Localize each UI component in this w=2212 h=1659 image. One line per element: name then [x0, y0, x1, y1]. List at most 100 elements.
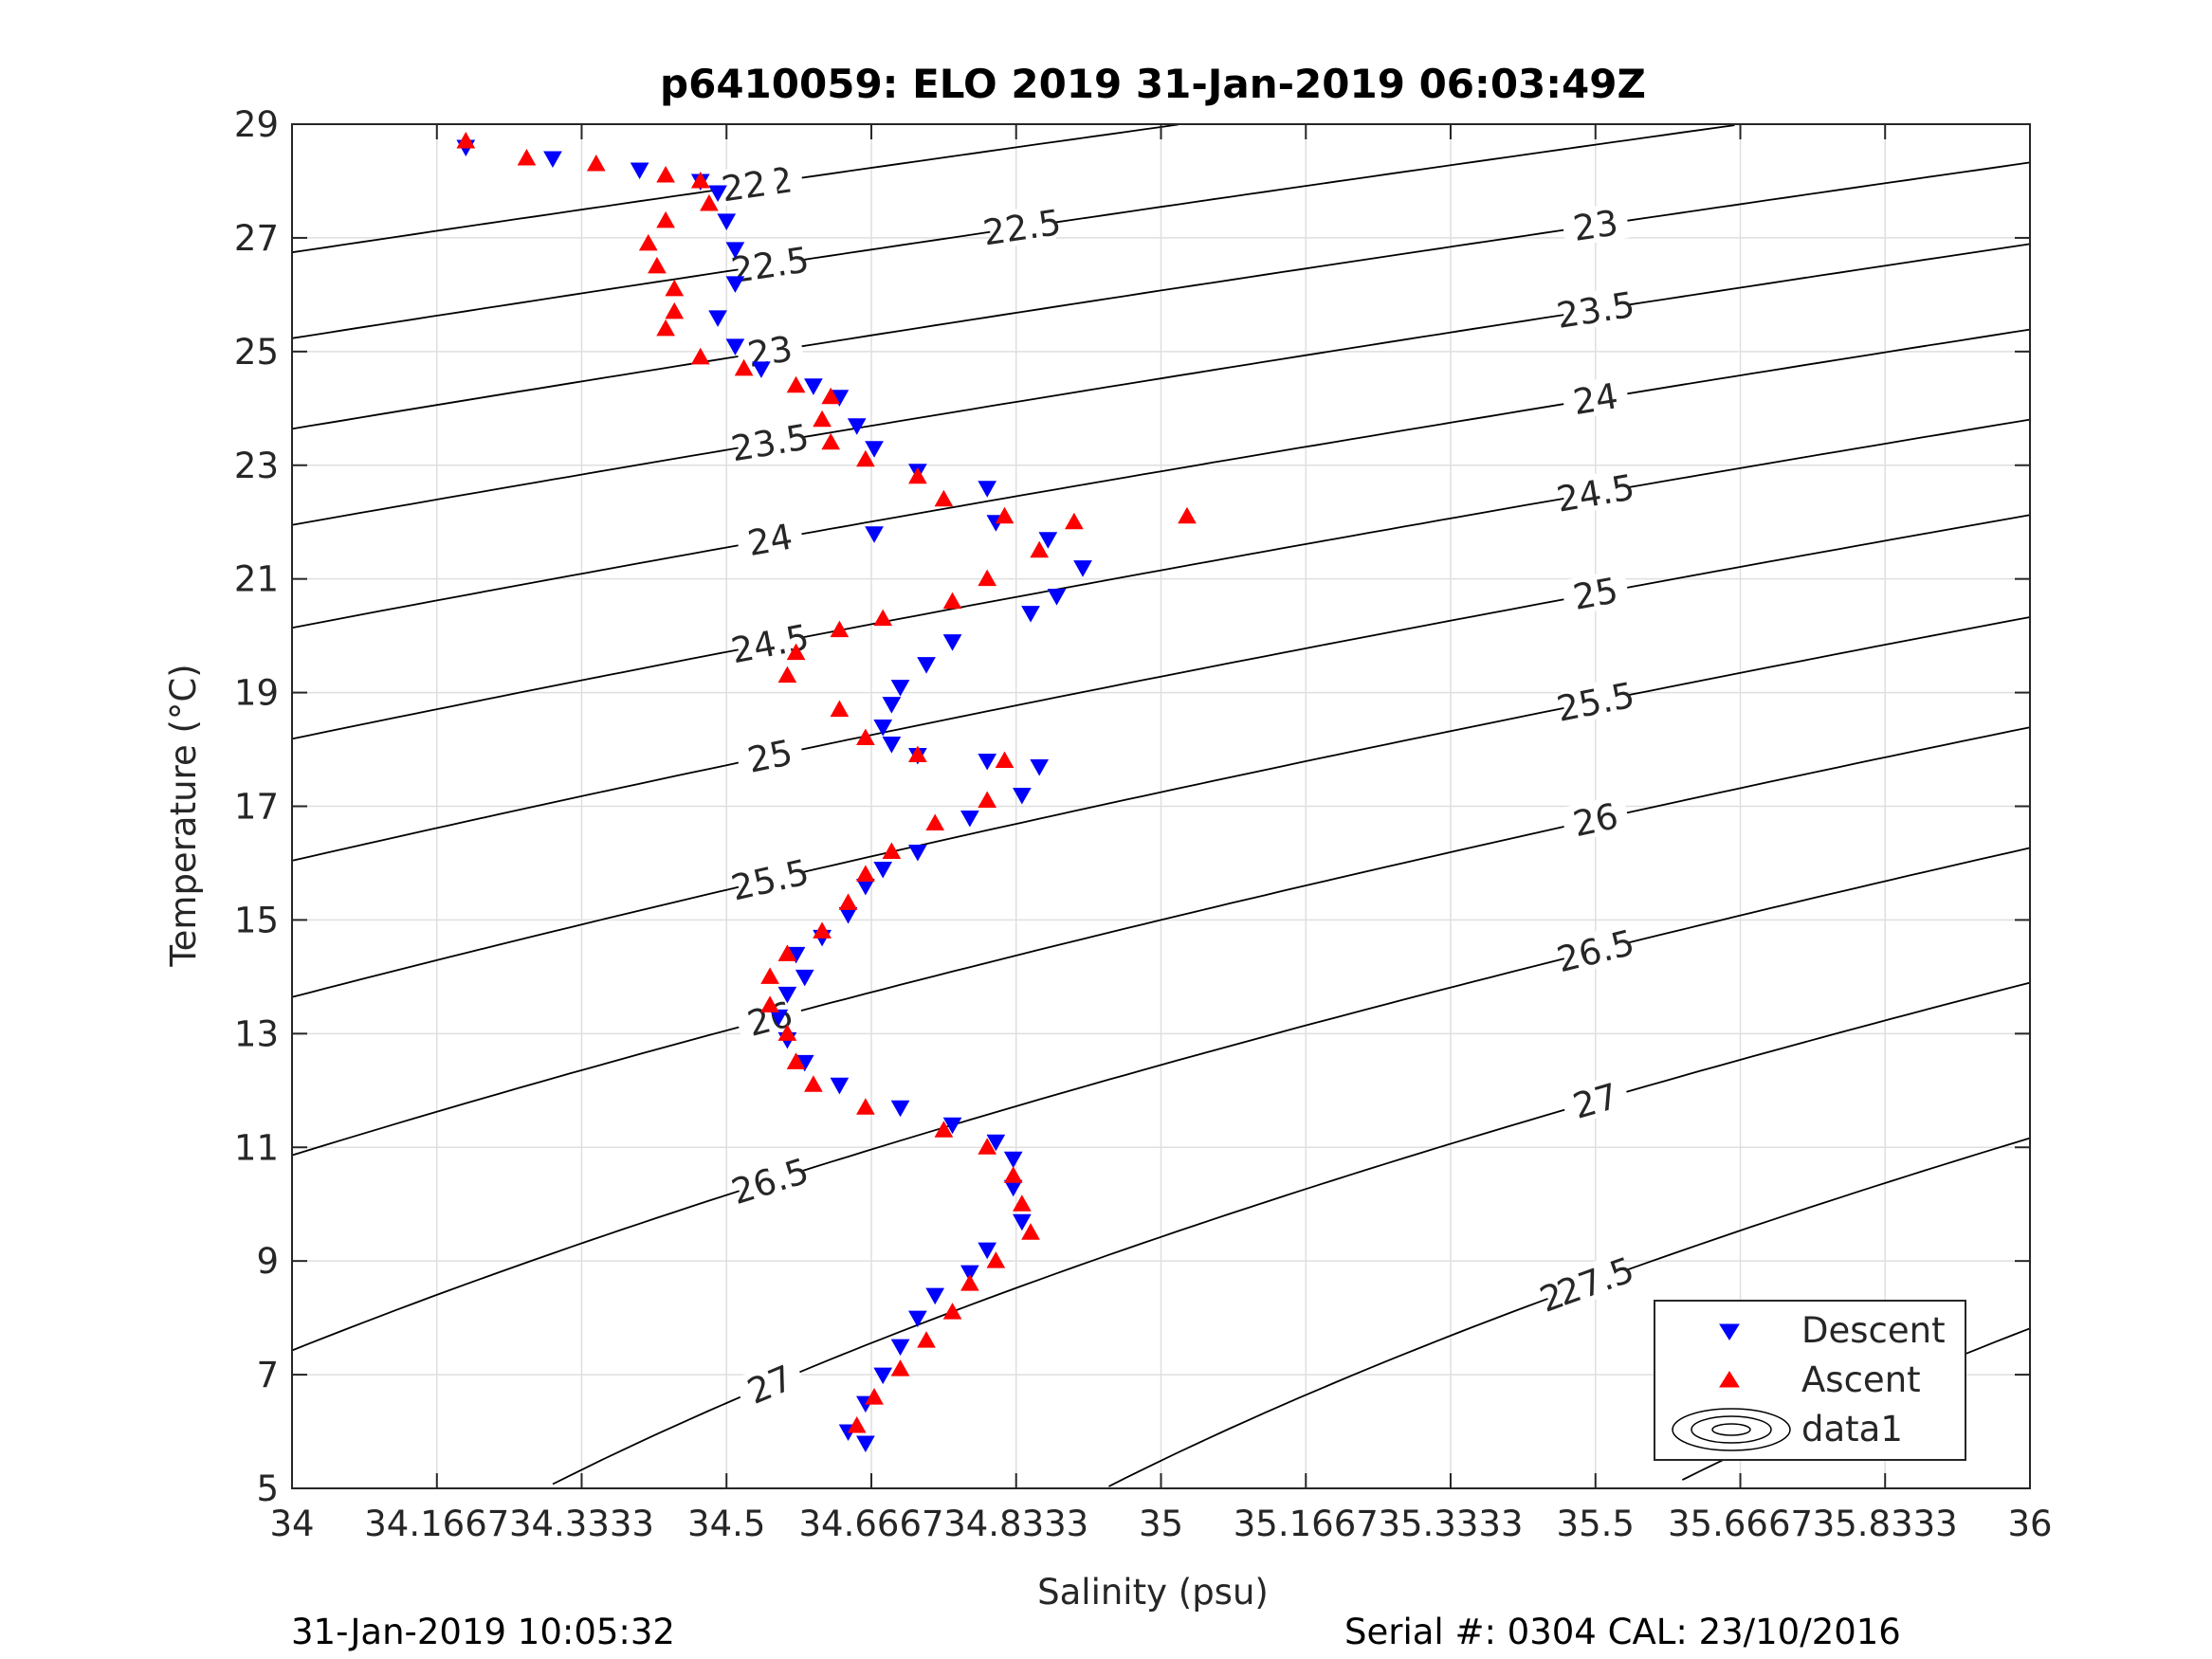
descent-point: [795, 969, 814, 987]
ascent-point: [777, 665, 797, 684]
contour-label: 24: [735, 515, 805, 564]
ascent-point: [813, 921, 832, 939]
ascent-point: [847, 1416, 867, 1433]
x-axis-label: Salinity (psu): [1037, 1572, 1269, 1613]
legend-descent-marker: [1719, 1323, 1740, 1340]
contour-label-text: 22: [719, 163, 769, 210]
density-contour-line: [291, 616, 2031, 998]
ascent-point: [665, 279, 685, 297]
ascent-point: [648, 256, 667, 274]
density-contour-line: [291, 161, 2031, 430]
ascent-point: [760, 967, 779, 984]
descent-point: [708, 310, 727, 327]
contour-label: 26: [1560, 793, 1631, 845]
contour-label-bg: [1560, 468, 1631, 516]
contour-label-text: 23: [1570, 202, 1620, 248]
descent-point: [942, 634, 962, 651]
x-tick-label: 34: [269, 1504, 314, 1544]
legend-descent-label: Descent: [1801, 1310, 1946, 1351]
ascent-point: [804, 1075, 823, 1092]
contour-label-bg: [1559, 924, 1632, 975]
contour-label-text: 24: [1570, 375, 1620, 423]
x-tick-label: 34.6667: [799, 1504, 944, 1544]
ascent-point: [942, 592, 962, 610]
contour-label-bg: [735, 241, 805, 287]
descent-point: [717, 213, 737, 230]
descent-point: [1038, 532, 1058, 549]
descent-point: [752, 361, 771, 378]
contour-label-text: 25: [1570, 570, 1621, 618]
ascent-point: [873, 609, 893, 627]
descent-point: [873, 861, 893, 879]
y-tick-label: 17: [234, 787, 279, 828]
ascent-point: [856, 728, 875, 746]
contour-label-bg: [1560, 793, 1631, 844]
contour-label: 22: [709, 162, 778, 210]
descent-point: [978, 754, 997, 771]
ascent-point: [786, 375, 806, 393]
descent-point: [630, 162, 649, 179]
y-tick-label: 15: [234, 900, 279, 940]
ascent-point: [908, 745, 927, 763]
y-tick-label: 29: [234, 104, 279, 145]
contour-label: 23.5: [728, 416, 812, 469]
ascent-point: [995, 506, 1015, 524]
contour-label: 23: [1561, 201, 1631, 249]
ascent-point: [786, 643, 806, 661]
ascent-point: [1013, 1194, 1032, 1212]
ascent-point: [690, 347, 710, 365]
descent-point: [917, 657, 936, 674]
chart-title: p6410059: ELO 2019 31-Jan-2019 06:03:49Z: [660, 61, 1646, 107]
ascent-point: [865, 1388, 884, 1405]
contour-label-bg: [734, 730, 806, 780]
legend: Descent Ascent data1: [1654, 1300, 1966, 1461]
density-contour-line: [291, 328, 2031, 629]
footer-timestamp: 31-Jan-2019 10:05:32: [291, 1612, 675, 1652]
descent-point: [856, 1435, 875, 1453]
descent-point: [986, 1134, 1006, 1152]
contour-label: 24.5: [1554, 466, 1638, 520]
contour-label-text: 26: [1569, 795, 1621, 845]
ascent-point: [882, 842, 902, 859]
contour-label-bg: [1560, 676, 1631, 725]
x-tick-label: 35.3333: [1378, 1504, 1523, 1544]
legend-data1-label: data1: [1801, 1409, 1903, 1449]
ascent-point: [986, 1251, 1006, 1268]
descent-point: [882, 737, 902, 754]
descent-point: [830, 1077, 850, 1095]
ascent-point: [978, 1138, 997, 1155]
descent-point: [769, 1009, 789, 1027]
contour-label-bg: [735, 515, 805, 562]
ascent-point: [838, 893, 858, 910]
contour-label-bg: [1561, 201, 1631, 247]
ascent-point: [995, 751, 1015, 769]
ascent-point: [856, 449, 875, 467]
legend-ascent-label: Ascent: [1801, 1359, 1921, 1400]
x-tick-label: 35.5: [1557, 1504, 1635, 1544]
density-contour-line: [291, 418, 2031, 740]
descent-point: [865, 441, 884, 458]
density-contour-line: [291, 243, 2031, 526]
descent-point: [890, 1339, 910, 1357]
descent-point: [960, 1265, 979, 1283]
y-tick-label: 27: [234, 218, 279, 259]
descent-point: [873, 1367, 893, 1385]
descent-point: [1047, 589, 1067, 606]
x-tick-label: 34.8333: [943, 1504, 1088, 1544]
density-contour-line: [291, 726, 2031, 1157]
ascent-series: [456, 131, 1197, 1433]
y-tick-label: 19: [234, 673, 279, 714]
descent-point: [543, 151, 562, 168]
descent-point: [804, 378, 823, 395]
footer-serial-calibration: Serial #: 0304 CAL: 23/10/2016: [1344, 1612, 1901, 1652]
descent-point: [890, 1100, 910, 1118]
contour-label-bg: [733, 1153, 806, 1208]
ascent-point: [517, 148, 537, 166]
contour-label: 24: [1561, 374, 1631, 423]
contour-label: 25: [734, 730, 806, 781]
ascent-point: [656, 165, 675, 183]
ascent-point: [665, 301, 685, 319]
density-contour-line: [291, 514, 2031, 862]
x-tick-label: 35: [1139, 1504, 1183, 1544]
